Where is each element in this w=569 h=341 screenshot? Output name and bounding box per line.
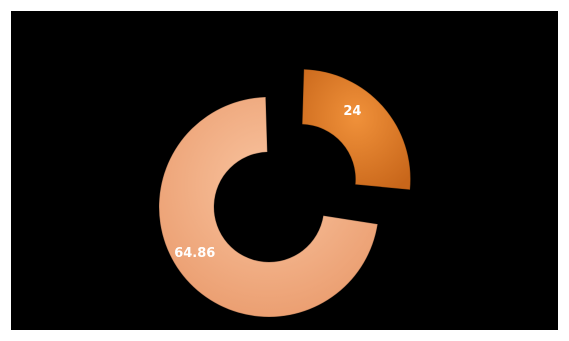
chart-area: 24 64.86 xyxy=(11,11,558,330)
donut-chart: 24 64.86 xyxy=(158,68,411,318)
donut-slice-0 xyxy=(301,68,411,191)
data-label-0: 24 xyxy=(343,104,361,119)
donut-slice-1 xyxy=(158,96,379,318)
data-label-1: 64.86 xyxy=(174,246,215,261)
